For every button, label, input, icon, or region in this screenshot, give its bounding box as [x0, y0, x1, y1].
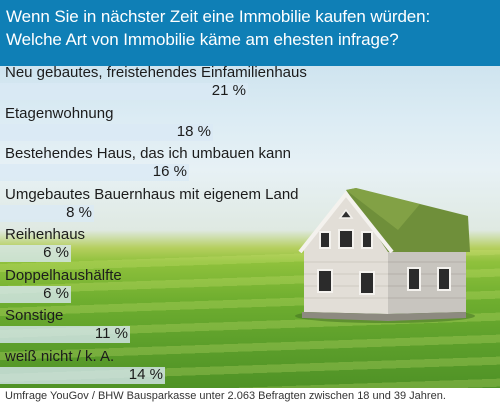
bar-label-weiß-nicht-k-a: weiß nicht / k. A. — [5, 347, 115, 365]
bar-value-reihenhaus: 6 % — [43, 244, 69, 261]
bar-label-reihenhaus: Reihenhaus — [5, 226, 86, 243]
bar-value-weiß-nicht-k-a: 14 % — [128, 365, 163, 383]
bar-reihenhaus — [0, 245, 71, 262]
bar-label-umgebautes-bauernhaus-mit-eigenem-land: Umgebautes Bauernhaus mit eigenem Land — [5, 185, 299, 203]
bar-label-doppelhaushälfte: Doppelhaushälfte — [5, 266, 122, 284]
bar-value-sonstige: 11 % — [94, 325, 128, 342]
infographic-card: Wenn Sie in nächster Zeit eine Immobilie… — [0, 0, 500, 388]
bar-value-doppelhaushälfte: 6 % — [43, 284, 69, 302]
title-band: Wenn Sie in nächster Zeit eine Immobilie… — [0, 0, 500, 66]
bar-bestehendes-haus-das-ich-umbauen-kann — [0, 164, 189, 181]
bar-umgebautes-bauernhaus-mit-eigenem-land — [0, 204, 94, 222]
bar-label-bestehendes-haus-das-ich-umbauen-kann: Bestehendes Haus, das ich umbauen kann — [5, 145, 292, 162]
bar-value-etagenwohnung: 18 % — [176, 122, 211, 140]
bar-chart: Neu gebautes, freistehendes Einfamilienh… — [0, 64, 307, 384]
chart-title-line-2: Welche Art von Immobilie käme am ehesten… — [6, 30, 399, 49]
bar-label-neu-gebautes-freistehendes-einfamilienhaus: Neu gebautes, freistehendes Einfamilienh… — [5, 64, 307, 81]
bar-value-umgebautes-bauernhaus-mit-eigenem-land: 8 % — [66, 203, 92, 221]
bar-weiß-nicht-k-a — [0, 366, 165, 384]
bar-etagenwohnung — [0, 123, 213, 141]
bar-label-etagenwohnung: Etagenwohnung — [5, 104, 114, 122]
bar-label-sonstige: Sonstige — [5, 307, 64, 324]
house-illustration — [295, 188, 475, 323]
source-note: Umfrage YouGov / BHW Bausparkasse unter … — [5, 390, 446, 402]
bar-doppelhaushälfte — [0, 285, 71, 303]
chart-title-line-1: Wenn Sie in nächster Zeit eine Immobilie… — [6, 7, 431, 26]
bar-sonstige — [0, 326, 130, 343]
bar-value-neu-gebautes-freistehendes-einfamilienhaus: 21 % — [211, 82, 246, 99]
bar-neu-gebautes-freistehendes-einfamilienhaus — [0, 83, 248, 100]
bar-value-bestehendes-haus-das-ich-umbauen-kann: 16 % — [152, 163, 187, 180]
